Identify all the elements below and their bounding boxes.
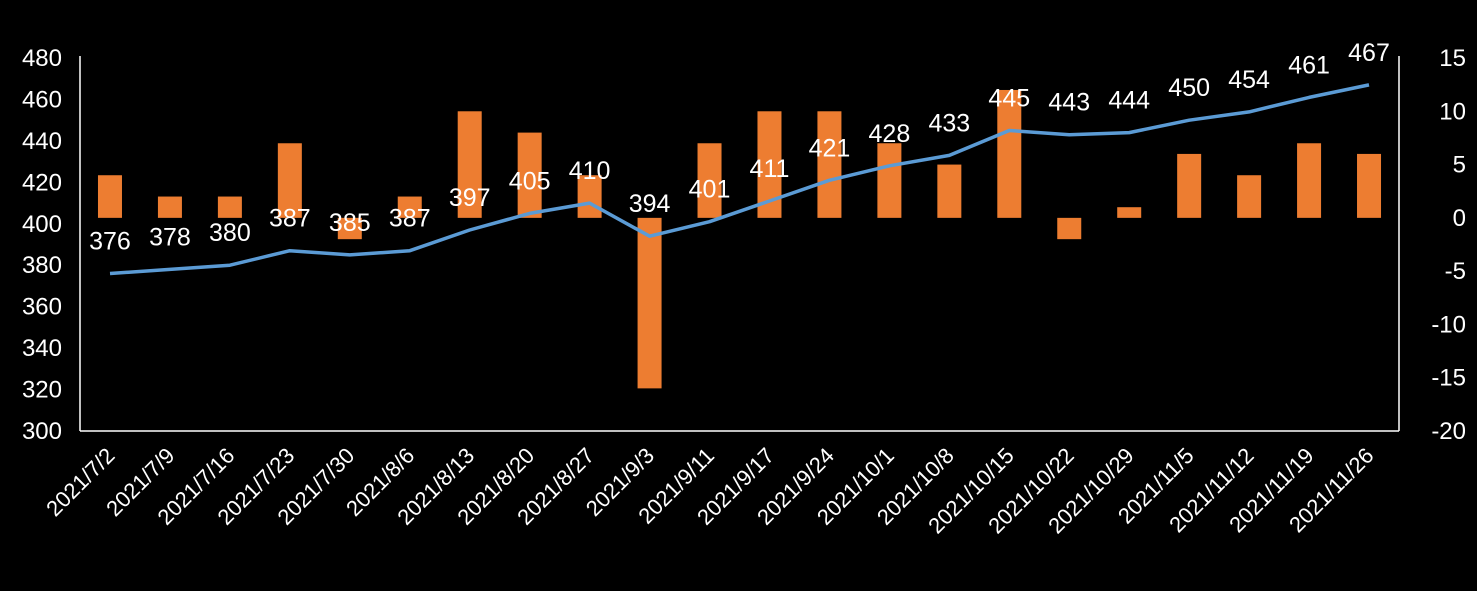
bar-2021/7/16	[217, 196, 242, 218]
bar-2021/7/9	[157, 196, 182, 218]
right-tick-label: -15	[1431, 365, 1466, 392]
line-data-label: 376	[89, 228, 131, 256]
left-tick-label: 340	[22, 335, 62, 362]
axes	[79, 56, 1400, 432]
line-data-label: 411	[750, 155, 790, 183]
line-path	[109, 83, 1370, 276]
right-tick-label: -5	[1445, 258, 1466, 285]
line-data-label: 387	[389, 205, 431, 233]
right-tick-label: 10	[1439, 98, 1466, 125]
bar-2021/9/3	[637, 217, 662, 389]
left-tick-label: 460	[22, 86, 62, 113]
right-tick-label: 5	[1453, 152, 1466, 179]
left-tick-label: 360	[22, 294, 62, 321]
line-data-label: 401	[689, 176, 731, 204]
bar-2021/8/27	[577, 175, 602, 218]
line-data-label: 443	[1048, 89, 1090, 117]
bar-2021/11/12	[1237, 175, 1262, 218]
bar-2021/11/19	[1297, 143, 1322, 218]
line-data-label: 461	[1288, 51, 1330, 79]
line-data-label: 387	[269, 205, 311, 233]
bar-2021/10/22	[1057, 217, 1082, 240]
left-tick-label: 320	[22, 377, 62, 404]
line-data-label: 450	[1168, 74, 1210, 102]
bar-2021/9/11	[697, 143, 722, 218]
left-tick-label: 300	[22, 418, 62, 445]
line-data-label: 394	[629, 190, 671, 218]
bar-2021/9/24	[817, 111, 842, 218]
right-tick-label: -10	[1431, 311, 1466, 338]
bar-2021/8/6	[397, 196, 422, 218]
right-tick-label: 15	[1439, 45, 1466, 72]
left-tick-label: 380	[22, 252, 62, 279]
line-data-label: 428	[869, 120, 911, 148]
line-data-label: 397	[449, 184, 491, 212]
left-axis-ticks: 300 320 340 360 380 400 420 440 460 480	[22, 45, 62, 445]
line-data-label: 445	[988, 85, 1030, 113]
bar-2021/8/13	[457, 111, 482, 218]
bar-series	[97, 89, 1382, 389]
bar-2021/11/5	[1177, 153, 1202, 218]
bar-2021/8/20	[517, 132, 542, 218]
data-labels: 376 378 380 387 385 387 397 405 410 394 401 411 421 4…	[89, 39, 1390, 256]
left-tick-label: 440	[22, 128, 62, 155]
line-data-label: 454	[1228, 66, 1270, 94]
left-tick-label: 480	[22, 45, 62, 72]
line-data-label: 385	[329, 209, 371, 237]
bar-2021/10/29	[1117, 207, 1142, 218]
bar-2021/11/26	[1357, 153, 1382, 218]
line-data-label: 444	[1108, 87, 1150, 115]
x-axis-ticks: 2021/7/22021/7/92021/7/162021/7/232021/7…	[41, 443, 1378, 539]
line-data-label: 378	[149, 223, 191, 251]
line-data-label: 380	[209, 219, 251, 247]
bar-2021/7/23	[277, 143, 302, 218]
right-tick-label: -20	[1431, 418, 1466, 445]
line-data-label: 433	[928, 109, 970, 137]
left-tick-label: 400	[22, 211, 62, 238]
line-series	[109, 83, 1370, 276]
line-data-label: 410	[569, 157, 611, 185]
bar-2021/10/15	[997, 89, 1022, 218]
bar-2021/10/1	[877, 143, 902, 218]
right-tick-label: 0	[1453, 205, 1466, 232]
bar-2021/7/2	[97, 175, 122, 218]
line-data-label: 421	[809, 134, 851, 162]
bar-2021/7/30	[337, 217, 362, 240]
line-data-label: 467	[1348, 39, 1390, 67]
right-axis-ticks: -20 -15 -10 -5 0 5 10 15	[1431, 45, 1466, 445]
line-data-label: 405	[509, 167, 551, 195]
bar-2021/10/8	[937, 164, 962, 218]
left-tick-label: 420	[22, 169, 62, 196]
